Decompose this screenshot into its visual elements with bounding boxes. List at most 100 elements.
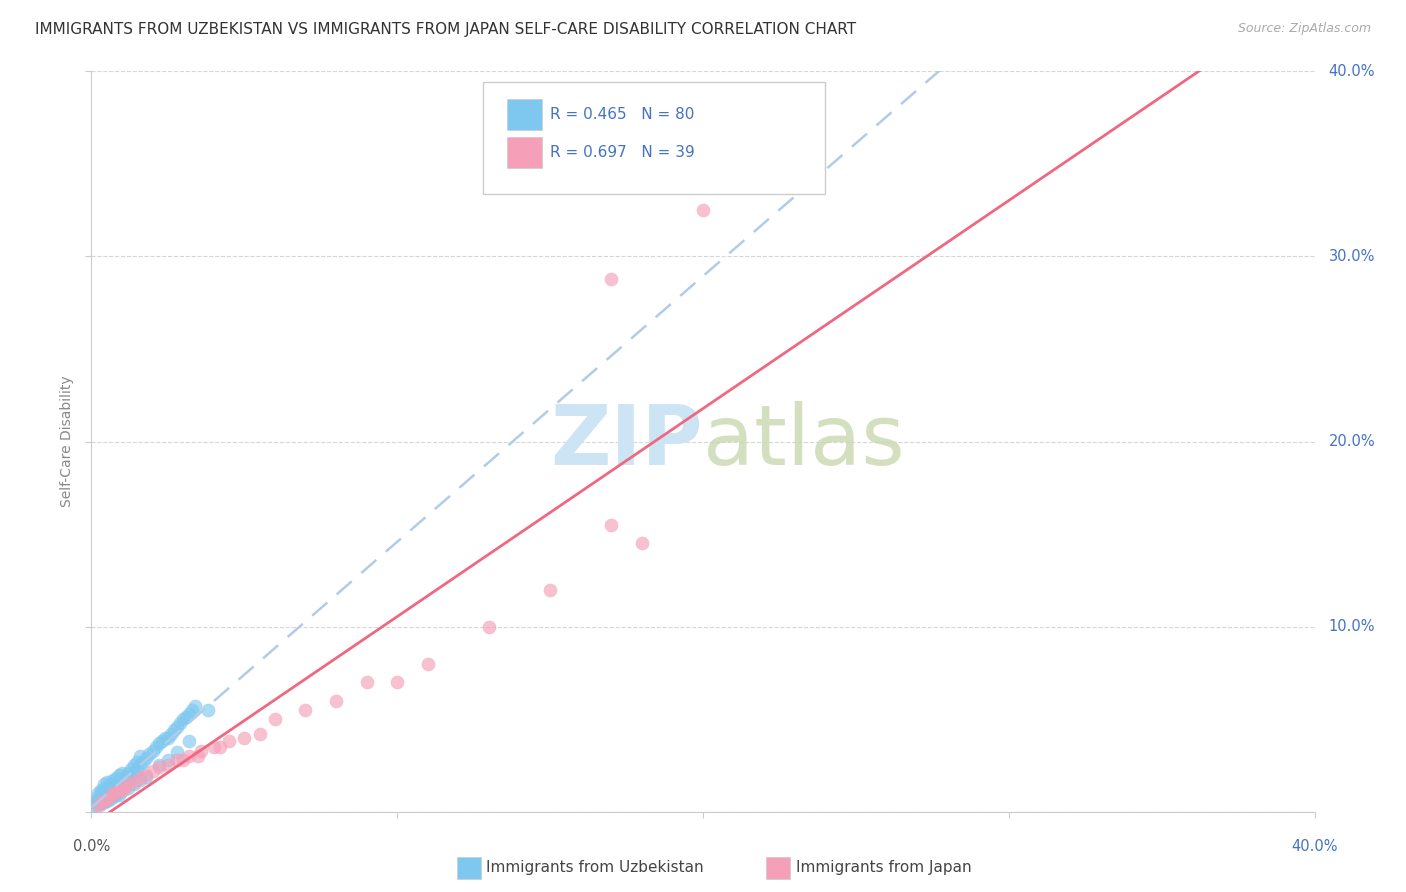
Point — [98, 777, 121, 791]
Point — [93, 794, 115, 808]
Point — [135, 770, 157, 784]
Point — [127, 762, 149, 776]
Point — [98, 791, 121, 805]
Point — [122, 777, 145, 791]
Point — [98, 789, 121, 804]
Point — [111, 773, 134, 788]
Point — [181, 703, 204, 717]
Point — [141, 744, 163, 758]
Point — [83, 796, 105, 810]
Point — [190, 744, 212, 758]
Point — [179, 734, 201, 748]
Point — [135, 751, 157, 765]
Point — [166, 753, 188, 767]
Point — [141, 764, 163, 778]
Text: IMMIGRANTS FROM UZBEKISTAN VS IMMIGRANTS FROM JAPAN SELF-CARE DISABILITY CORRELA: IMMIGRANTS FROM UZBEKISTAN VS IMMIGRANTS… — [35, 22, 856, 37]
Point — [416, 657, 439, 671]
Point — [90, 797, 112, 812]
FancyBboxPatch shape — [482, 82, 825, 194]
Point — [169, 715, 191, 730]
Point — [122, 765, 145, 780]
Point — [98, 789, 121, 804]
Point — [117, 773, 139, 788]
Point — [174, 710, 197, 724]
Point — [111, 784, 134, 798]
Point — [86, 794, 108, 808]
Point — [104, 784, 127, 798]
Point — [101, 786, 124, 800]
Point — [90, 789, 112, 804]
Point — [117, 777, 139, 791]
Point — [96, 791, 118, 805]
Point — [184, 699, 207, 714]
Text: Immigrants from Japan: Immigrants from Japan — [796, 860, 972, 874]
Point — [101, 786, 124, 800]
Point — [218, 734, 240, 748]
Point — [127, 755, 149, 769]
Point — [93, 796, 115, 810]
Point — [101, 780, 124, 795]
Point — [86, 797, 108, 812]
Point — [325, 694, 347, 708]
Text: Source: ZipAtlas.com: Source: ZipAtlas.com — [1237, 22, 1371, 36]
Point — [108, 767, 131, 781]
Point — [129, 773, 152, 788]
Point — [156, 758, 179, 772]
Point — [111, 782, 134, 797]
Point — [122, 758, 145, 772]
Point — [249, 727, 271, 741]
Point — [478, 619, 501, 633]
Point — [93, 794, 115, 808]
Point — [86, 789, 108, 804]
Point — [96, 775, 118, 789]
Point — [148, 758, 170, 772]
Point — [138, 747, 160, 762]
Point — [101, 773, 124, 788]
Text: 0.0%: 0.0% — [73, 839, 110, 855]
Point — [83, 799, 105, 814]
Point — [90, 782, 112, 797]
Point — [179, 749, 201, 764]
Text: ZIP: ZIP — [551, 401, 703, 482]
Point — [148, 736, 170, 750]
Point — [160, 727, 183, 741]
Text: 20.0%: 20.0% — [1329, 434, 1375, 449]
Text: 30.0%: 30.0% — [1329, 249, 1375, 264]
Point — [187, 749, 209, 764]
Text: 40.0%: 40.0% — [1291, 839, 1339, 855]
Point — [96, 780, 118, 795]
Point — [233, 731, 256, 745]
Point — [129, 772, 152, 786]
Point — [172, 712, 194, 726]
Point — [96, 794, 118, 808]
Point — [104, 788, 127, 802]
Point — [172, 753, 194, 767]
Point — [129, 749, 152, 764]
Point — [104, 779, 127, 793]
Point — [692, 203, 714, 218]
Text: R = 0.465   N = 80: R = 0.465 N = 80 — [550, 107, 695, 122]
Point — [108, 775, 131, 789]
Point — [600, 517, 623, 532]
Point — [153, 731, 176, 745]
Point — [385, 675, 409, 690]
Point — [108, 782, 131, 797]
Bar — [508, 137, 541, 169]
Point — [90, 796, 112, 810]
Point — [156, 731, 179, 745]
Point — [114, 780, 136, 795]
Text: 40.0%: 40.0% — [1329, 64, 1375, 78]
Point — [264, 712, 287, 726]
Point — [179, 706, 201, 721]
Point — [166, 746, 188, 760]
Point — [294, 703, 316, 717]
Point — [114, 777, 136, 791]
Point — [135, 767, 157, 781]
Bar — [508, 99, 541, 130]
Point — [117, 765, 139, 780]
Point — [96, 786, 118, 800]
Point — [120, 770, 142, 784]
Text: Immigrants from Uzbekistan: Immigrants from Uzbekistan — [486, 860, 704, 874]
Y-axis label: Self-Care Disability: Self-Care Disability — [60, 376, 75, 508]
Point — [111, 765, 134, 780]
